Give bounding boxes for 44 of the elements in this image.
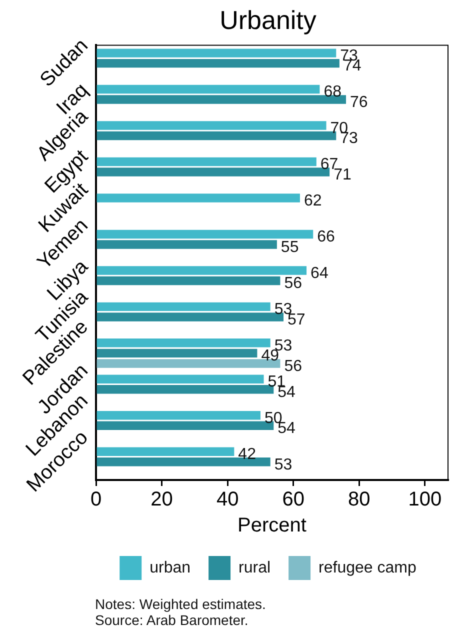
legend-label: urban [150, 559, 191, 576]
data-label: 56 [284, 358, 302, 375]
x-tick-label: 20 [150, 488, 173, 511]
bar [96, 48, 336, 58]
bar [96, 359, 280, 368]
bar [96, 374, 264, 384]
data-label: 53 [274, 456, 292, 474]
bar [96, 447, 234, 456]
bar [96, 266, 307, 275]
bar [96, 312, 284, 322]
data-label: 64 [310, 264, 328, 282]
bar [96, 302, 270, 312]
bar [96, 95, 346, 104]
x-tick-label: 60 [282, 488, 305, 511]
data-label: 71 [334, 166, 352, 184]
x-tick-label: 0 [90, 488, 102, 511]
data-label: 62 [304, 192, 322, 210]
x-tick-label: 100 [408, 488, 442, 511]
x-tick-label: 80 [348, 488, 370, 511]
x-axis-title: Percent [238, 514, 307, 537]
bar [96, 338, 270, 348]
chart-title: Urbanity [220, 4, 316, 35]
bar [96, 194, 300, 202]
data-label: 56 [284, 275, 302, 292]
bar [96, 385, 274, 394]
bar [96, 240, 277, 249]
bar [96, 58, 340, 68]
bar [96, 458, 270, 466]
x-tick-label: 40 [216, 488, 239, 511]
bar [96, 168, 330, 176]
legend-label: refugee camp [318, 559, 416, 576]
legend-label: rural [238, 559, 271, 576]
bar [96, 157, 316, 166]
bar [96, 84, 320, 94]
bar [96, 121, 326, 130]
bar [96, 348, 258, 358]
bar [96, 276, 280, 286]
text: Notes: Weighted estimates. [95, 596, 266, 612]
data-label: 55 [280, 238, 299, 256]
data-label: 76 [350, 94, 368, 111]
bar [96, 411, 260, 420]
bar [96, 230, 314, 239]
source-note: Source: Arab Barometer. [95, 612, 250, 628]
data-label: 66 [317, 228, 336, 246]
